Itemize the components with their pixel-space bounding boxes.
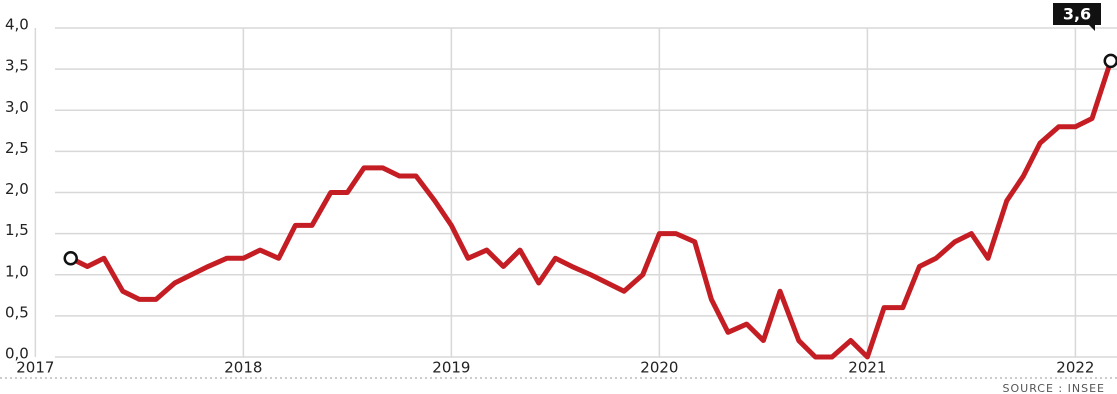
y-tick-label: 1,5: [5, 221, 29, 239]
y-tick-label: 3,5: [5, 57, 29, 75]
x-tick-label: 2022: [1056, 359, 1094, 377]
x-tick-label: 2017: [16, 359, 54, 377]
x-tick-label: 2020: [640, 359, 678, 377]
end-marker: [1103, 53, 1117, 69]
label-pointer: [1089, 25, 1095, 31]
y-tick-label: 0,0: [5, 345, 29, 363]
value-label: 3,6: [1063, 5, 1091, 24]
x-tick-label: 2018: [224, 359, 262, 377]
y-tick-label: 0,5: [5, 303, 29, 321]
y-tick-label: 1,0: [5, 262, 29, 280]
line: [69, 60, 1114, 360]
y-tick-label: 3,0: [5, 98, 29, 116]
y-tick-label: 2,5: [5, 139, 29, 157]
x-tick-label: 2021: [848, 359, 886, 377]
source: SOURCE : INSEE: [1003, 382, 1105, 394]
end-marker: [63, 251, 78, 266]
y-tick-label: 4,0: [5, 16, 29, 34]
x-tick-label: 2019: [432, 359, 470, 377]
y-tick-label: 2,0: [5, 180, 29, 198]
label-box: [1053, 3, 1101, 25]
